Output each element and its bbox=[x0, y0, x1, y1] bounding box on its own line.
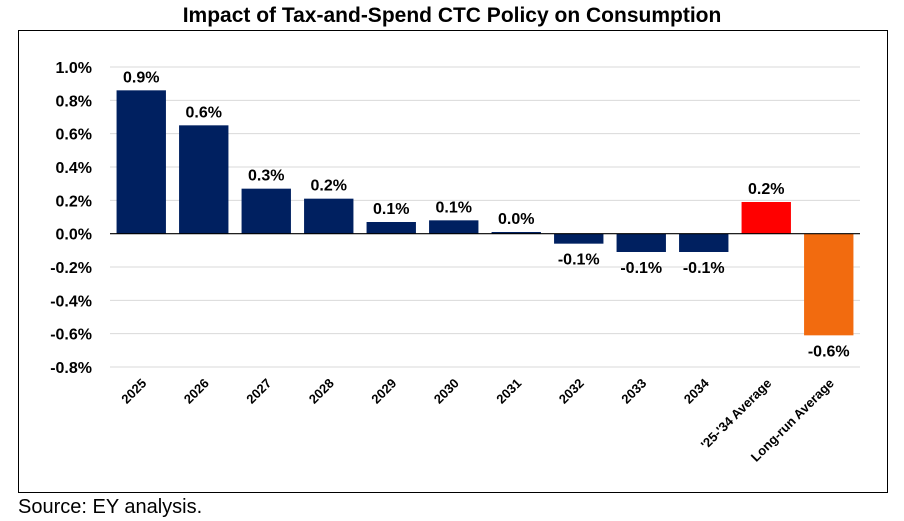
y-tick-label: 1.0% bbox=[56, 60, 92, 77]
bar bbox=[804, 233, 854, 336]
data-labels: 0.9% 0.6% 0.3% 0.2% 0.1% 0.1% 0.0% -0.1% -0.1% -0… bbox=[123, 69, 850, 360]
data-label: 0.0% bbox=[498, 211, 534, 228]
bar bbox=[741, 202, 791, 234]
y-tick-label: -0.2% bbox=[50, 260, 92, 277]
x-tick-label: 2029 bbox=[368, 376, 399, 407]
bar bbox=[616, 233, 666, 252]
x-tick-label: 2032 bbox=[556, 376, 587, 407]
y-tick-label: 0.8% bbox=[56, 93, 92, 110]
y-axis-ticks: 1.0% 0.8% 0.6% 0.4% 0.2% 0.0% -0.2% -0.4% -0.6% -… bbox=[50, 60, 92, 377]
source-note: Source: EY analysis. bbox=[18, 496, 203, 518]
data-label: 0.2% bbox=[311, 178, 347, 195]
bar bbox=[491, 232, 541, 234]
x-tick-label: 2028 bbox=[306, 376, 337, 407]
data-label: -0.6% bbox=[808, 343, 850, 360]
chart-title: Impact of Tax-and-Spend CTC Policy on Co… bbox=[182, 4, 722, 27]
bar bbox=[429, 220, 479, 234]
data-label: 0.1% bbox=[373, 201, 409, 218]
bar bbox=[179, 125, 229, 234]
bar bbox=[304, 198, 354, 234]
x-tick-label: 2031 bbox=[493, 376, 524, 407]
bar bbox=[554, 233, 604, 244]
x-tick-label: 2030 bbox=[431, 376, 462, 407]
y-tick-label: 0.4% bbox=[56, 160, 92, 177]
y-tick-label: -0.6% bbox=[50, 327, 92, 344]
x-tick-label: 2027 bbox=[243, 376, 274, 407]
bar bbox=[679, 233, 729, 252]
data-label: -0.1% bbox=[683, 260, 725, 277]
data-label: 0.1% bbox=[436, 199, 472, 216]
bar bbox=[241, 188, 291, 234]
chart-frame bbox=[18, 30, 888, 493]
data-label: -0.1% bbox=[620, 260, 662, 277]
data-label: -0.1% bbox=[558, 252, 600, 269]
x-axis-labels: 2025 2026 2027 2028 2029 2030 2031 2032 2033 2034… bbox=[118, 375, 837, 465]
gridlines bbox=[110, 66, 860, 368]
y-tick-label: 0.0% bbox=[56, 227, 92, 244]
bar bbox=[366, 222, 416, 234]
x-tick-label: 2033 bbox=[618, 376, 649, 407]
data-label: 0.3% bbox=[248, 168, 284, 185]
x-tick-label: 2034 bbox=[681, 375, 713, 407]
data-label: 0.9% bbox=[123, 69, 159, 86]
x-tick-label: 2025 bbox=[118, 376, 149, 407]
y-tick-label: -0.8% bbox=[50, 360, 92, 377]
bars bbox=[116, 90, 854, 336]
y-tick-label: 0.6% bbox=[56, 127, 92, 144]
data-label: 0.2% bbox=[748, 181, 784, 198]
y-tick-label: 0.2% bbox=[56, 193, 92, 210]
bar bbox=[116, 90, 166, 234]
data-label: 0.6% bbox=[186, 104, 222, 121]
y-tick-label: -0.4% bbox=[50, 293, 92, 310]
x-tick-label: 2026 bbox=[181, 376, 212, 407]
